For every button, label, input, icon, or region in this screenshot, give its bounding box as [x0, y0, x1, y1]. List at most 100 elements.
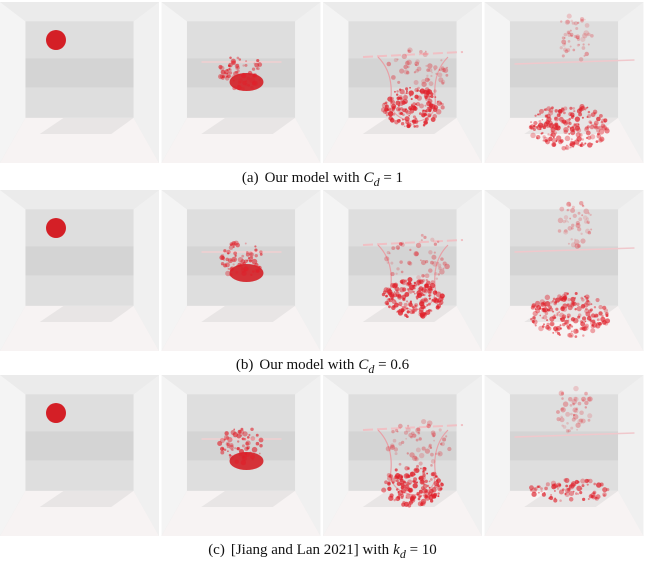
- droplet: [559, 313, 564, 318]
- droplet: [416, 243, 421, 248]
- droplet: [233, 251, 237, 255]
- droplet: [399, 463, 402, 466]
- droplet: [579, 418, 583, 422]
- droplet: [406, 474, 410, 478]
- droplet: [558, 311, 560, 313]
- droplet: [421, 419, 426, 424]
- droplet: [428, 268, 432, 272]
- droplet: [547, 133, 549, 135]
- droplet: [564, 33, 568, 37]
- droplet: [241, 87, 244, 90]
- droplet: [407, 66, 410, 69]
- droplet: [538, 305, 540, 307]
- caption-symbol: k: [393, 542, 400, 558]
- droplet: [441, 303, 443, 305]
- droplet: [390, 272, 394, 276]
- droplet: [441, 103, 444, 106]
- droplet: [414, 80, 419, 85]
- droplet: [582, 46, 586, 50]
- droplet: [425, 495, 430, 500]
- droplet: [538, 492, 540, 494]
- droplet: [388, 292, 392, 296]
- droplet: [241, 435, 243, 437]
- droplet: [583, 215, 588, 220]
- droplet: [427, 97, 430, 100]
- droplet: [435, 453, 437, 455]
- droplet: [566, 429, 569, 432]
- droplet: [531, 492, 536, 497]
- droplet: [428, 295, 430, 297]
- droplet: [584, 142, 586, 144]
- droplet: [427, 63, 432, 68]
- droplet: [235, 271, 238, 274]
- droplet: [254, 269, 258, 273]
- caption-text: Our model with: [265, 170, 360, 186]
- droplet: [565, 485, 568, 488]
- droplet: [589, 214, 591, 216]
- droplet: [425, 93, 429, 97]
- droplet: [259, 438, 264, 443]
- droplet: [567, 326, 571, 330]
- droplet: [219, 255, 224, 260]
- droplet: [435, 291, 437, 293]
- droplet: [409, 87, 411, 89]
- droplet: [431, 289, 433, 291]
- droplet: [408, 115, 410, 117]
- droplet: [570, 301, 575, 306]
- droplet: [423, 294, 425, 296]
- droplet: [399, 68, 404, 73]
- droplet: [584, 19, 586, 21]
- droplet: [540, 487, 543, 490]
- droplet: [545, 311, 549, 315]
- droplet: [428, 79, 430, 81]
- droplet: [433, 440, 435, 442]
- droplet: [247, 77, 250, 80]
- droplet: [388, 305, 391, 308]
- droplet: [250, 86, 253, 89]
- droplet: [570, 30, 572, 32]
- droplet: [435, 73, 437, 75]
- droplet: [430, 104, 435, 109]
- droplet: [250, 428, 253, 431]
- droplet: [598, 311, 602, 315]
- droplet: [426, 424, 430, 428]
- simulation-frame: [0, 2, 159, 163]
- droplet: [395, 273, 397, 275]
- droplet: [248, 71, 252, 75]
- droplet-ball: [46, 403, 66, 423]
- droplet: [406, 300, 408, 302]
- caption-relation: = 1: [383, 170, 403, 186]
- droplet: [250, 274, 252, 276]
- droplet: [570, 297, 575, 302]
- droplet: [409, 249, 411, 251]
- droplet: [580, 19, 584, 23]
- droplet: [430, 75, 432, 77]
- droplet: [441, 105, 445, 109]
- droplet: [576, 221, 580, 225]
- simulation-frame: [0, 190, 159, 351]
- droplet: [388, 112, 393, 117]
- droplet: [445, 435, 447, 437]
- droplet: [431, 255, 436, 260]
- droplet: [605, 318, 610, 323]
- droplet: [591, 313, 595, 317]
- droplet: [395, 475, 399, 479]
- droplet: [416, 492, 420, 496]
- droplet: [423, 467, 426, 470]
- droplet: [437, 101, 439, 103]
- droplet: [565, 493, 567, 495]
- droplet: [567, 314, 571, 318]
- droplet: [383, 110, 387, 114]
- droplet: [231, 448, 234, 451]
- droplet: [580, 233, 582, 235]
- droplet: [580, 143, 584, 147]
- droplet: [562, 36, 565, 39]
- droplet: [572, 49, 575, 52]
- droplet: [431, 459, 436, 464]
- droplet: [218, 74, 223, 79]
- droplet: [395, 287, 400, 292]
- droplet: [539, 306, 541, 308]
- droplet: [584, 321, 586, 323]
- droplet: [245, 83, 248, 86]
- droplet: [381, 488, 386, 493]
